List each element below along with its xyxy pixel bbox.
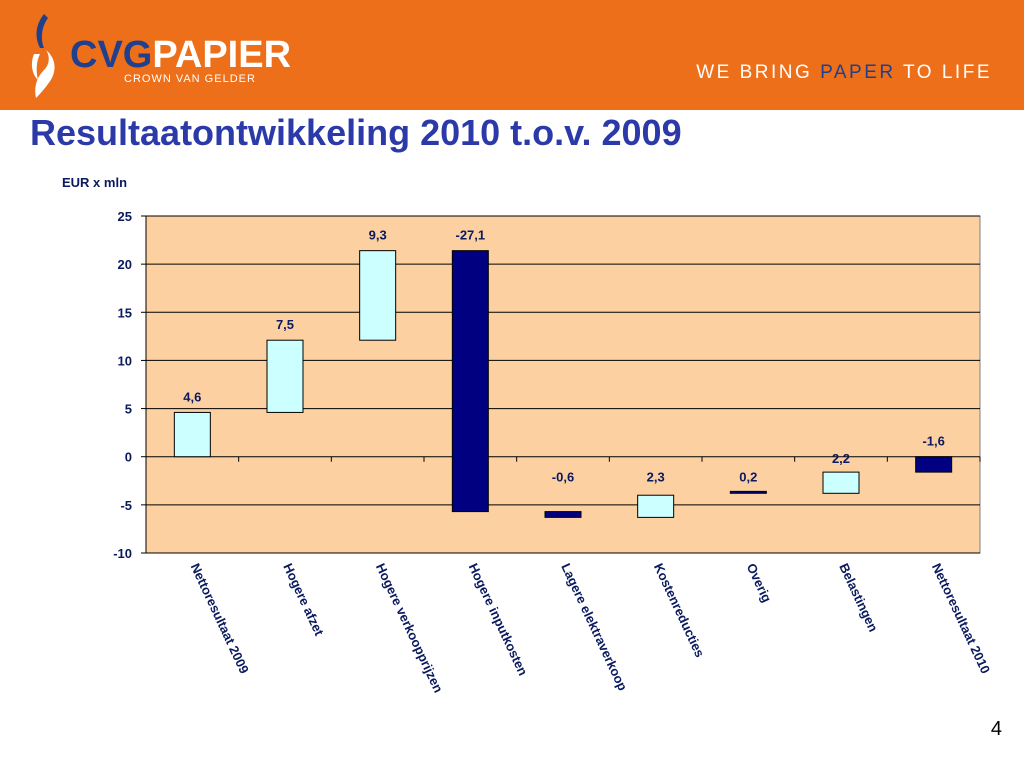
data-label: 4,6: [183, 389, 201, 404]
category-label: Hogere verkoopprijzen: [373, 561, 446, 695]
y-tick-label: 10: [118, 353, 132, 368]
category-label: Nettoresultaat 2009: [188, 561, 252, 676]
bar: [173, 411, 211, 458]
page-number: 4: [990, 718, 1002, 740]
bar: [637, 494, 675, 518]
logo-wordmark: CVGPAPIER: [70, 36, 291, 74]
y-tick-label: -5: [120, 498, 132, 513]
y-tick-label: 20: [118, 257, 132, 272]
category-label: Kostenreducties: [651, 561, 708, 660]
bar: [915, 456, 953, 473]
category-label: Nettoresultaat 2010: [929, 561, 993, 676]
logo-subtitle: CROWN VAN GELDER: [124, 73, 256, 85]
data-label: -1,6: [922, 434, 944, 449]
header-banner: CVGPAPIER CROWN VAN GELDER WE BRING PAPE…: [0, 0, 1024, 110]
logo-text-cvg: CVG: [70, 34, 153, 76]
category-label: Hogere afzet: [280, 561, 327, 639]
category-label: Lagere elektraverkoop: [558, 561, 630, 693]
bar: [729, 490, 767, 494]
y-tick-label: -10: [113, 546, 132, 561]
category-label: Overig: [744, 561, 775, 605]
tagline-part2: TO LIFE: [895, 62, 992, 83]
category-label: Hogere inputkosten: [466, 561, 531, 678]
data-label: -0,6: [552, 470, 574, 485]
data-label: 7,5: [276, 317, 294, 332]
y-tick-label: 15: [118, 305, 132, 320]
y-axis-unit-label: EUR x mln: [62, 175, 128, 190]
logo-text-papier: PAPIER: [152, 34, 292, 76]
bar: [544, 511, 582, 518]
data-label: -27,1: [456, 228, 486, 243]
y-tick-label: 25: [118, 209, 132, 224]
category-label: Belastingen: [836, 561, 881, 634]
data-label: 0,2: [739, 470, 757, 485]
tagline-part1: WE BRING: [696, 62, 821, 83]
slide-title: Resultaatontwikkeling 2010 t.o.v. 2009: [30, 112, 682, 153]
logo-mark-icon: [31, 14, 55, 98]
tagline-highlight: PAPER: [820, 62, 896, 83]
y-tick-label: 0: [125, 450, 132, 465]
tagline: WE BRING PAPER TO LIFE: [696, 62, 992, 84]
bar: [359, 250, 397, 341]
bar: [451, 250, 489, 513]
data-label: 9,3: [369, 228, 387, 243]
bar: [822, 471, 860, 494]
data-label: 2,3: [647, 470, 665, 485]
data-label: 2,2: [832, 451, 850, 466]
bar: [266, 339, 304, 413]
y-tick-label: 5: [125, 402, 132, 417]
